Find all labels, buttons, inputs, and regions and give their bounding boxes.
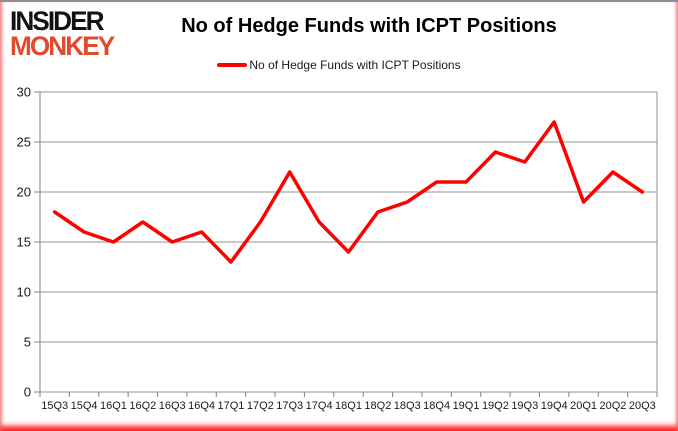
x-tick-label: 16Q4 — [188, 400, 215, 412]
y-tick-label: 20 — [17, 185, 31, 200]
x-tick-label: 16Q3 — [159, 400, 186, 412]
x-tick-label: 17Q4 — [306, 400, 333, 412]
y-tick-label: 5 — [24, 335, 31, 350]
x-tick-label: 18Q4 — [423, 400, 450, 412]
insider-monkey-logo: INSIDER MONKEY — [10, 6, 115, 62]
y-tick-label: 10 — [17, 285, 31, 300]
x-tick-label: 18Q1 — [335, 400, 362, 412]
chart-title: No of Hedge Funds with ICPT Positions — [181, 15, 557, 37]
x-tick-label: 19Q4 — [541, 400, 568, 412]
x-tick-label: 15Q3 — [41, 400, 68, 412]
y-tick-label: 0 — [24, 385, 31, 400]
x-tick-label: 16Q2 — [129, 400, 156, 412]
x-tick-label: 18Q3 — [394, 400, 421, 412]
x-tick-label: 19Q3 — [511, 400, 538, 412]
series-line — [52, 120, 645, 264]
logo-text-insider: INSIDER — [10, 6, 105, 36]
logo-text-monkey: MONKEY — [10, 31, 115, 62]
x-tick-label: 19Q2 — [482, 400, 509, 412]
x-tick-label: 17Q1 — [218, 400, 245, 412]
x-tick-label: 16Q1 — [100, 400, 127, 412]
x-tick-label: 20Q2 — [599, 400, 626, 412]
legend-line-swatch — [217, 63, 248, 67]
legend: No of Hedge Funds with ICPT Positions — [0, 58, 678, 72]
legend-label: No of Hedge Funds with ICPT Positions — [249, 58, 461, 72]
x-tick-label: 19Q1 — [453, 400, 480, 412]
x-tick-label: 20Q1 — [570, 400, 597, 412]
y-tick-label: 15 — [17, 235, 31, 250]
x-tick-label: 15Q4 — [71, 400, 98, 412]
x-tick-label: 17Q2 — [247, 400, 274, 412]
x-tick-label: 17Q3 — [276, 400, 303, 412]
x-tick-label: 18Q2 — [364, 400, 391, 412]
y-tick-label: 25 — [17, 135, 31, 150]
y-tick-label: 30 — [17, 85, 31, 100]
x-tick-label: 20Q3 — [629, 400, 656, 412]
